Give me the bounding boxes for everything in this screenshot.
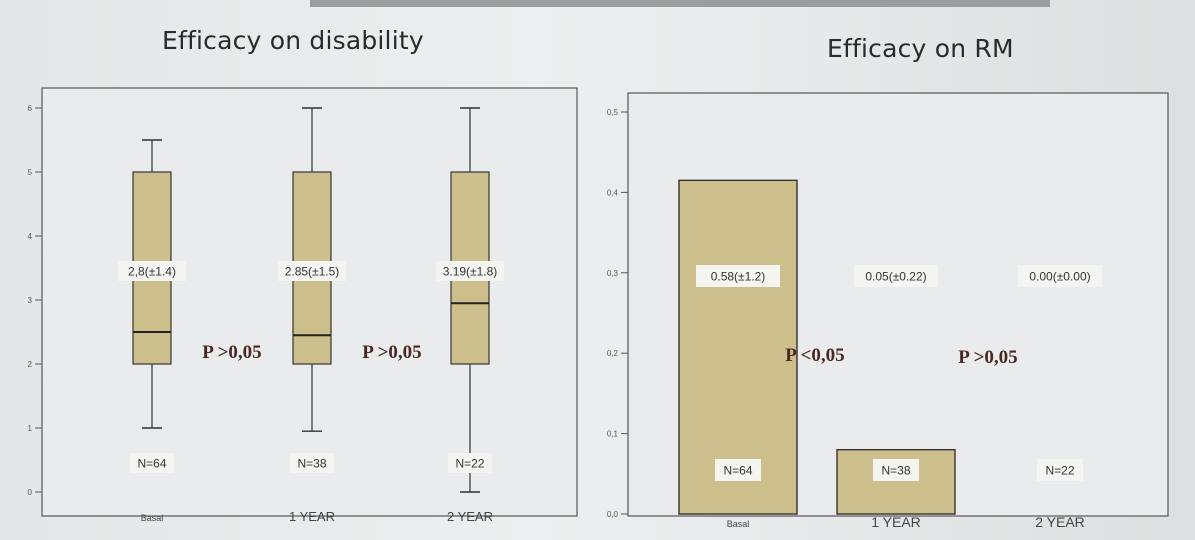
p-value-annotation: P >0,05	[362, 342, 421, 363]
bar-n-label: N=22	[1045, 463, 1074, 477]
x-category-label-disability: 1 YEAR	[289, 509, 335, 524]
y-tick-label-rm: 0,4	[607, 188, 619, 197]
mean-sd-label: 2.85(±1.5)	[285, 264, 340, 278]
mean-sd-label-bg	[278, 261, 346, 281]
bar-n-label: N=38	[881, 463, 910, 477]
y-tick-label-disability: 1	[28, 424, 33, 433]
mean-sd-label-bg	[436, 261, 504, 281]
p-value-annotation: P >0,05	[202, 342, 261, 363]
y-tick-label-rm: 0,5	[607, 108, 619, 117]
bar-n-label-bg	[1037, 459, 1083, 481]
bar	[678, 179, 798, 515]
mean-sd-label-bg	[118, 261, 186, 281]
y-tick-label-disability: 3	[28, 296, 33, 305]
y-tick-label-disability: 0	[28, 488, 33, 497]
y-tick-label-rm: 0,0	[607, 510, 619, 519]
bar-value-label-bg	[696, 265, 780, 287]
n-label-bg	[448, 453, 492, 473]
x-category-label-rm: 1 YEAR	[871, 514, 921, 530]
y-tick-label-rm: 0,3	[607, 269, 619, 278]
bar-n-label-bg	[715, 459, 761, 481]
n-label: N=22	[455, 456, 484, 470]
bar-value-label: 0.00(±0.00)	[1029, 269, 1090, 283]
x-category-label-rm: 2 YEAR	[1035, 514, 1085, 530]
bar-value-label: 0.05(±0.22)	[865, 269, 926, 283]
y-tick-label-disability: 5	[28, 168, 33, 177]
bar-value-label-bg	[1018, 265, 1102, 287]
y-tick-label-rm: 0,2	[607, 349, 619, 358]
y-tick-label-disability: 2	[28, 360, 33, 369]
chart-title-disability: Efficacy on disability	[162, 26, 424, 55]
x-category-label-disability: Basal	[141, 513, 164, 523]
x-category-label-rm: Basal	[727, 519, 750, 529]
p-value-annotation: P >0,05	[958, 347, 1017, 368]
n-label-bg	[290, 453, 334, 473]
chart-title-rm: Efficacy on RM	[827, 34, 1014, 63]
y-tick-label-disability: 6	[28, 104, 33, 113]
bar-value-label: 0.58(±1.2)	[711, 269, 766, 283]
y-tick-label-rm: 0,1	[607, 430, 619, 439]
bar-n-label-bg	[873, 459, 919, 481]
mean-sd-label: 3.19(±1.8)	[443, 264, 498, 278]
n-label: N=38	[297, 456, 326, 470]
n-label: N=64	[137, 456, 166, 470]
mean-sd-label: 2,8(±1.4)	[128, 264, 176, 278]
x-category-label-disability: 2 YEAR	[447, 509, 493, 524]
p-value-annotation: P <0,05	[785, 345, 844, 366]
y-tick-label-disability: 4	[28, 232, 33, 241]
n-label-bg	[130, 453, 174, 473]
bar-n-label: N=64	[723, 463, 752, 477]
top-photo-strip	[310, 0, 1050, 7]
bar-value-label-bg	[854, 265, 938, 287]
